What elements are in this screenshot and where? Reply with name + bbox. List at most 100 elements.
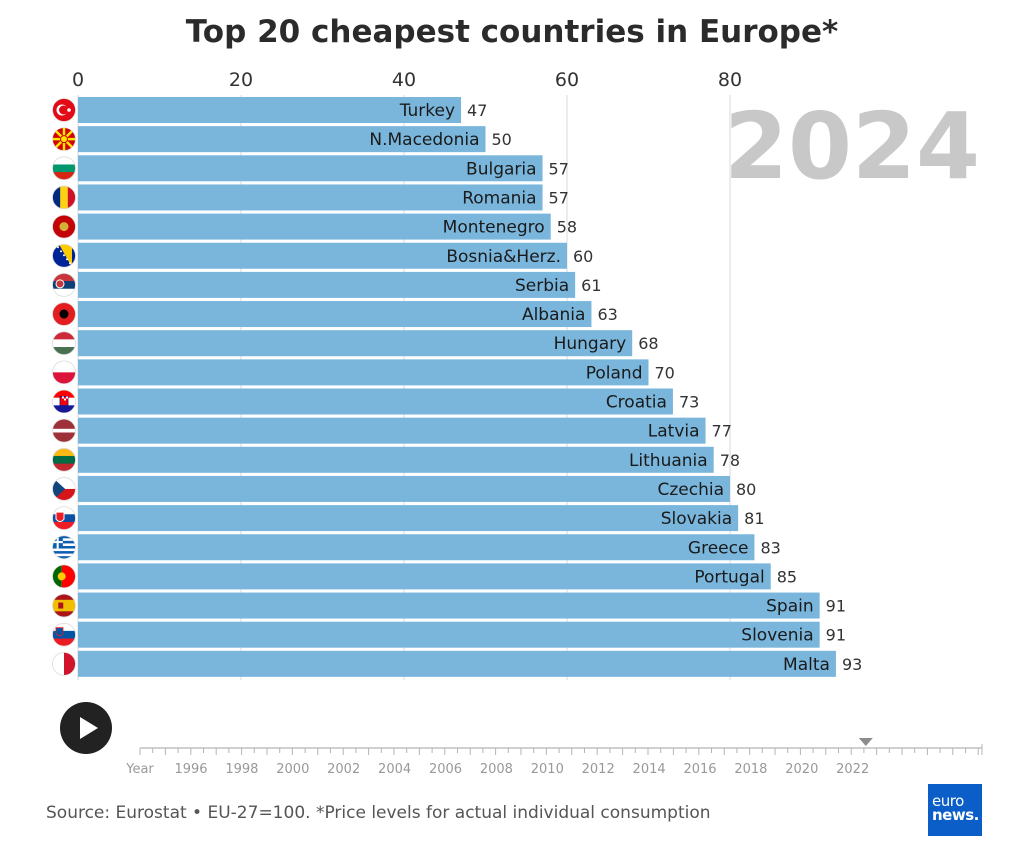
timeline-year[interactable]: 2018 xyxy=(734,762,767,777)
bosnia-flag-icon xyxy=(52,244,76,268)
bar xyxy=(78,563,771,590)
bar-category-label: Hungary xyxy=(554,334,627,354)
timeline-year[interactable]: 1996 xyxy=(174,762,207,777)
bar-value-label: 47 xyxy=(467,101,487,120)
bar-value-label: 77 xyxy=(712,422,732,441)
bar-value-label: 70 xyxy=(655,363,675,382)
bar xyxy=(78,301,592,328)
timeline-year[interactable]: 2012 xyxy=(582,762,615,777)
bar xyxy=(78,621,820,648)
bar-category-label: N.Macedonia xyxy=(369,130,479,150)
bar-value-label: 68 xyxy=(638,334,658,353)
timeline-year[interactable]: 2016 xyxy=(683,762,716,777)
bar xyxy=(78,155,543,182)
bar-category-label: Albania xyxy=(522,305,585,325)
x-tick-label: 80 xyxy=(718,69,742,91)
bar-value-label: 78 xyxy=(720,451,740,470)
timeline-year[interactable]: 2010 xyxy=(531,762,564,777)
north-macedonia-flag-icon xyxy=(52,127,76,151)
logo-line-2: news. xyxy=(932,806,979,824)
romania-flag-icon xyxy=(52,185,76,209)
bar-value-label: 91 xyxy=(826,626,846,645)
timeline-year[interactable]: 2022 xyxy=(836,762,869,777)
bar xyxy=(78,126,486,153)
bar-value-label: 57 xyxy=(549,188,569,207)
bar-category-label: Greece xyxy=(688,538,749,558)
timeline-year[interactable]: 1998 xyxy=(225,762,258,777)
bar-value-label: 93 xyxy=(842,655,862,674)
bar-category-label: Slovenia xyxy=(741,626,813,646)
bar xyxy=(78,359,649,386)
bar-category-label: Portugal xyxy=(694,567,764,587)
bar-category-label: Czechia xyxy=(657,480,724,500)
bar xyxy=(78,97,462,123)
bar-category-label: Latvia xyxy=(648,422,700,442)
bar-category-label: Spain xyxy=(766,597,814,617)
x-tick-label: 40 xyxy=(392,69,416,91)
bar-value-label: 63 xyxy=(597,305,617,324)
serbia-flag-icon xyxy=(52,273,76,297)
bar xyxy=(78,271,576,298)
bar xyxy=(78,184,543,211)
bar xyxy=(78,592,820,619)
lithuania-flag-icon xyxy=(52,448,76,472)
bar-category-label: Serbia xyxy=(515,276,569,296)
bar-category-label: Bosnia&Herz. xyxy=(446,247,561,267)
timeline-year[interactable]: 2002 xyxy=(327,762,360,777)
bar-value-label: 58 xyxy=(557,218,577,237)
timeline-year[interactable]: 2020 xyxy=(785,762,818,777)
montenegro-flag-icon xyxy=(52,215,76,239)
bar-value-label: 57 xyxy=(549,159,569,178)
latvia-flag-icon xyxy=(52,419,76,443)
bar xyxy=(78,505,739,532)
slovakia-flag-icon xyxy=(52,506,76,530)
euronews-logo[interactable]: euro news. xyxy=(928,784,982,836)
x-tick-label: 60 xyxy=(555,69,579,91)
bar-value-label: 60 xyxy=(573,247,593,266)
timeline-year[interactable]: 2004 xyxy=(378,762,411,777)
bar xyxy=(78,213,551,240)
chart-title: Top 20 cheapest countries in Europe* xyxy=(185,14,839,50)
logo-line-1: euro xyxy=(932,792,964,810)
albania-flag-icon xyxy=(52,302,76,326)
source-note: Source: Eurostat • EU-27=100. *Price lev… xyxy=(46,803,711,823)
bar xyxy=(78,534,755,561)
bar-value-label: 85 xyxy=(777,567,797,586)
hungary-flag-icon xyxy=(52,331,76,355)
bar-value-label: 73 xyxy=(679,393,699,412)
bar xyxy=(78,650,836,677)
bar-category-label: Bulgaria xyxy=(466,159,537,179)
bar-category-label: Croatia xyxy=(606,393,667,413)
bulgaria-flag-icon xyxy=(52,156,76,180)
bar-value-label: 50 xyxy=(492,130,512,149)
bar-category-label: Montenegro xyxy=(443,218,545,238)
x-tick-label: 20 xyxy=(229,69,253,91)
bar-value-label: 61 xyxy=(581,276,601,295)
bar xyxy=(78,475,730,502)
poland-flag-icon xyxy=(52,360,76,384)
timeline-year[interactable]: 2008 xyxy=(480,762,513,777)
croatia-flag-icon xyxy=(52,390,76,413)
timeline-label: Year xyxy=(125,762,154,777)
malta-flag-icon xyxy=(52,652,76,676)
bar-category-label: Slovakia xyxy=(661,509,732,529)
play-icon xyxy=(79,717,98,739)
bar-category-label: Malta xyxy=(783,655,830,675)
bar xyxy=(78,388,673,415)
bar-category-label: Lithuania xyxy=(629,451,708,471)
slovenia-flag-icon xyxy=(52,623,76,647)
bar-value-label: 80 xyxy=(736,480,756,499)
bar-category-label: Turkey xyxy=(399,101,455,121)
bar-value-label: 91 xyxy=(826,597,846,616)
play-button[interactable] xyxy=(60,702,112,754)
bar-value-label: 83 xyxy=(760,538,780,557)
bar-category-label: Romania xyxy=(462,188,536,208)
timeline-year[interactable]: 2000 xyxy=(276,762,309,777)
bar-chart: 0 20 40 60 80 Turkey 47 N.Macedonia 50 Bulgaria 5… xyxy=(52,69,983,777)
timeline-year[interactable]: 2014 xyxy=(633,762,666,777)
timeline-year[interactable]: 2006 xyxy=(429,762,462,777)
timeline-handle[interactable] xyxy=(858,738,873,746)
czechia-flag-icon xyxy=(52,477,76,501)
bar xyxy=(78,242,567,269)
portugal-flag-icon xyxy=(52,564,76,588)
